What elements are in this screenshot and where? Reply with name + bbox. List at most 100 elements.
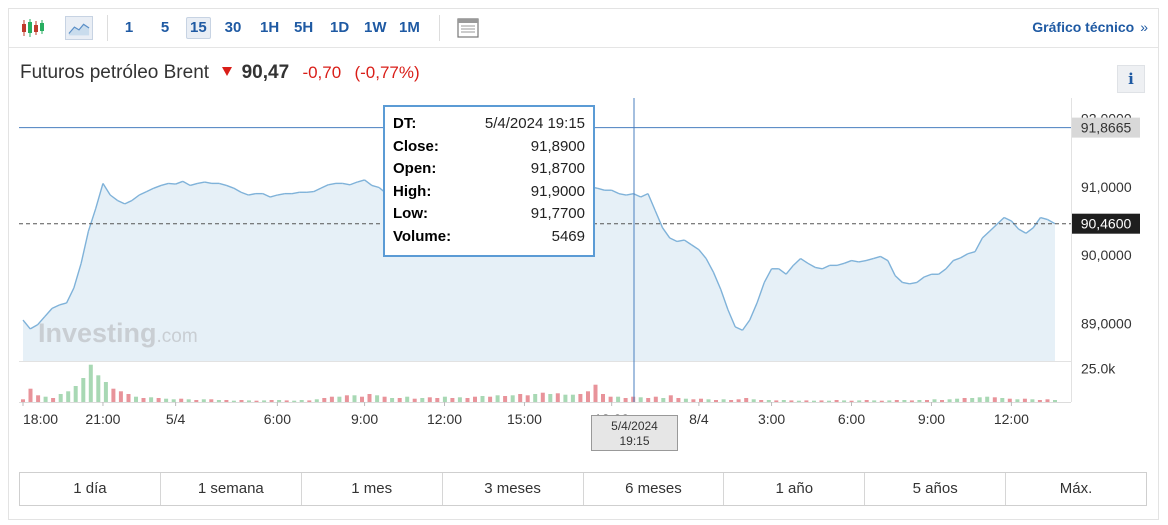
interval-1d[interactable]: 1D <box>330 19 350 36</box>
price-point-segment <box>836 262 845 267</box>
technical-chart-link-label: Gráfico técnico <box>1032 19 1135 35</box>
range-1-day[interactable]: 1 día <box>20 473 161 505</box>
volume-bar <box>171 399 176 402</box>
price-point-segment <box>843 259 852 264</box>
range-max[interactable]: Máx. <box>1059 480 1093 497</box>
tooltip-key: High: <box>393 182 432 200</box>
volume-bar <box>36 395 41 402</box>
volume-bar <box>683 398 688 402</box>
volume-tick-label: 25.0k <box>1081 361 1116 377</box>
price-point-segment <box>44 307 53 318</box>
price-point-segment <box>182 180 191 187</box>
volume-bar <box>676 398 681 402</box>
volume-bar <box>307 400 312 402</box>
area-chart-icon[interactable] <box>65 16 93 40</box>
range-selector: 1 día 1 semana 1 mes 3 meses 6 meses 1 a… <box>19 472 1147 506</box>
current-price-badge <box>1072 213 1140 234</box>
price-point-segment <box>306 190 314 193</box>
range-1-month[interactable]: 1 mes <box>302 473 443 505</box>
volume-bar <box>186 399 191 402</box>
price-point-segment <box>974 237 983 253</box>
price-point-segment <box>1018 228 1027 234</box>
price-point-segment <box>626 192 634 196</box>
range-1-week[interactable]: 1 semana <box>161 473 302 505</box>
price-point-segment <box>720 289 729 311</box>
volume-bar <box>247 400 251 402</box>
volume-bar <box>495 395 500 402</box>
volume-bar <box>480 396 485 402</box>
interval-5h[interactable]: 5H <box>294 19 314 36</box>
crosshair-time-badge <box>591 415 678 451</box>
price-point-segment <box>1003 216 1012 222</box>
price-point-segment <box>233 187 242 193</box>
volume-bar <box>586 391 590 402</box>
price-point-segment <box>902 281 910 285</box>
volume-bar <box>774 400 779 402</box>
tooltip-row: DT: 5/4/2024 19:15 <box>393 113 585 136</box>
table-icon[interactable] <box>455 16 481 40</box>
volume-bar <box>111 388 116 402</box>
volume-bar <box>510 395 515 402</box>
range-5-years[interactable]: 5 años <box>865 473 1007 505</box>
technical-chart-link[interactable]: Gráfico técnico » <box>1032 19 1148 35</box>
price-point-segment <box>248 192 256 196</box>
volume-bar <box>88 364 93 402</box>
volume-bar <box>216 400 221 402</box>
volume-bar <box>985 396 990 402</box>
tooltip-row: Open: 91,8700 <box>393 158 585 181</box>
price-point-segment <box>1025 227 1034 234</box>
crosshair-time-clock: 19:15 <box>619 434 649 448</box>
interval-1[interactable]: 1 <box>124 19 134 36</box>
tooltip-key: Low: <box>393 205 428 223</box>
price-point-segment <box>1032 217 1042 229</box>
price-point-segment <box>87 208 97 232</box>
volume-bar <box>925 400 929 402</box>
price-point-segment <box>923 273 932 278</box>
x-tick-label: 3:00 <box>758 411 785 427</box>
volume-bar <box>420 398 425 402</box>
interval-1m[interactable]: 1M <box>399 19 420 36</box>
interval-30[interactable]: 30 <box>224 19 242 36</box>
y-tick-label: 90,0000 <box>1081 247 1132 263</box>
volume-bar <box>834 400 839 402</box>
x-tick-label: 8/4 <box>689 411 709 427</box>
interval-1h[interactable]: 1H <box>260 19 280 36</box>
volume-bar <box>879 400 884 402</box>
interval-1w[interactable]: 1W <box>364 19 387 36</box>
price-point-segment <box>691 244 700 251</box>
volume-bar <box>118 391 123 402</box>
volume-bar <box>827 400 831 402</box>
price-point-segment <box>633 193 642 198</box>
volume-bar <box>262 400 267 402</box>
price-point-segment <box>960 253 969 259</box>
crosshair-time-date: 5/4/2024 <box>611 419 658 433</box>
volume-bar <box>955 398 960 402</box>
price-point-segment <box>131 194 140 202</box>
range-3-months[interactable]: 3 meses <box>443 473 584 505</box>
x-tick-label: 15:00 <box>507 411 542 427</box>
tooltip-key: Open: <box>393 160 437 178</box>
volume-bar <box>164 398 169 402</box>
range-1-year[interactable]: 1 año <box>724 473 866 505</box>
volume-bar <box>1045 399 1050 402</box>
volume-bar <box>96 375 101 402</box>
price-point-segment <box>676 239 685 243</box>
candlestick-icon[interactable] <box>19 16 45 40</box>
volume-bar <box>849 400 854 402</box>
volume-bar <box>269 400 274 402</box>
volume-bar <box>940 400 944 402</box>
info-button[interactable]: i <box>1117 65 1145 93</box>
volume-bar <box>322 398 327 402</box>
interval-15[interactable]: 15 <box>186 17 211 39</box>
interval-5[interactable]: 5 <box>160 19 170 36</box>
volume-bar <box>736 399 741 402</box>
x-tick-label: 6:00 <box>264 411 291 427</box>
volume-bar <box>457 397 462 402</box>
range-6-months[interactable]: 6 meses <box>584 473 725 505</box>
toolbar-divider <box>107 15 108 41</box>
volume-bar <box>397 398 402 402</box>
volume-bar <box>1015 399 1020 402</box>
volume-bar <box>21 399 25 402</box>
volume-bar <box>744 398 749 402</box>
price-point-segment <box>727 309 736 328</box>
